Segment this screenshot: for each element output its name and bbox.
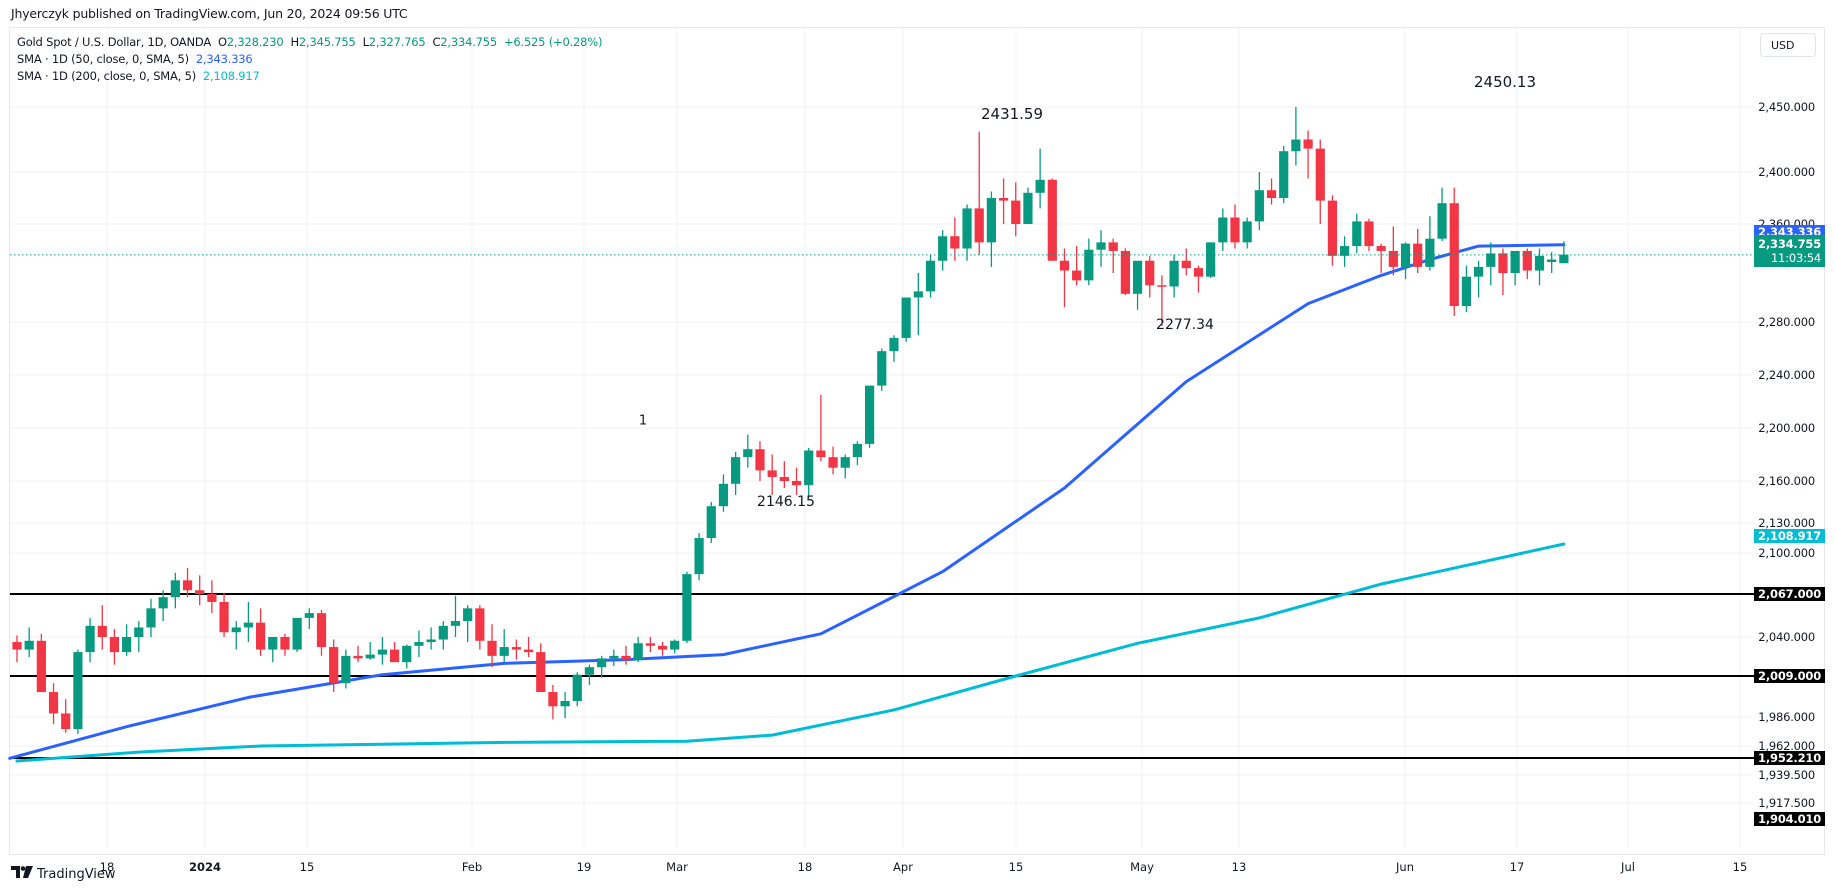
time-tick: Jul: [1621, 860, 1635, 874]
legend-sma200-row[interactable]: SMA · 1D (200, close, 0, SMA, 5) 2,108.9…: [17, 69, 260, 83]
sma200-line: [15, 542, 1566, 763]
sma200-value: 2,108.917: [202, 69, 260, 83]
price-tick: 2,040.000: [1758, 630, 1815, 644]
level-2067-label: 2,067.000: [1754, 587, 1825, 601]
time-tick: 13: [1231, 860, 1247, 874]
annotation-low-2277[interactable]: 2277.34: [1156, 317, 1214, 333]
time-tick: 18: [797, 860, 813, 874]
open-value: 2,328.230: [226, 35, 284, 49]
time-tick: Mar: [666, 860, 688, 874]
legend-sma50-row[interactable]: SMA · 1D (50, close, 0, SMA, 5) 2,343.33…: [17, 52, 253, 66]
time-tick: Jun: [1396, 860, 1414, 874]
time-tick: 18: [99, 860, 115, 874]
price-tick: 2,200.000: [1758, 421, 1815, 435]
sma50-value: 2,343.336: [195, 52, 253, 66]
annotation-high-2431[interactable]: 2431.59: [980, 105, 1044, 123]
price-tick: 2,130.000: [1758, 516, 1815, 530]
price-tick: 1,917.500: [1758, 796, 1815, 810]
low-value: 2,327.765: [368, 35, 426, 49]
tradingview-logo-icon: [11, 866, 33, 882]
time-tick: 15: [1732, 860, 1748, 874]
change-value: +6.525 (+0.28%): [503, 35, 603, 49]
level-1952-label: 1,952.210: [1754, 751, 1825, 765]
price-tick: 1,962.000: [1758, 739, 1815, 753]
time-tick: 2024: [188, 860, 222, 874]
time-tick: Apr: [893, 860, 913, 874]
time-tick: 19: [576, 860, 592, 874]
published-info: Jhyerczyk published on TradingView.com, …: [11, 6, 408, 21]
level-1904-label: 1,904.010: [1754, 812, 1825, 826]
tradingview-brand[interactable]: TradingView: [11, 866, 116, 882]
price-tick: 2,280.000: [1758, 315, 1815, 329]
price-tick: 2,450.000: [1758, 100, 1815, 114]
price-tick: 2,100.000: [1758, 546, 1815, 560]
level-2009-label: 2,009.000: [1754, 669, 1825, 683]
sma200-axis-label: 2,108.917: [1754, 529, 1825, 543]
currency-button[interactable]: USD: [1760, 33, 1816, 57]
symbol-title: Gold Spot / U.S. Dollar, 1D, OANDA: [17, 35, 212, 49]
price-tick: 2,240.000: [1758, 368, 1815, 382]
legend-symbol-row[interactable]: Gold Spot / U.S. Dollar, 1D, OANDA O2,32…: [17, 35, 603, 49]
close-value: 2,334.755: [440, 35, 498, 49]
bar-countdown: 11:03:54: [1770, 251, 1821, 265]
price-tick: 2,400.000: [1758, 165, 1815, 179]
annotation-high-2450[interactable]: 2450.13: [1473, 73, 1537, 91]
last-price-axis-label: 2,334.755 11:03:54: [1754, 235, 1825, 267]
price-tick: 1,986.000: [1758, 710, 1815, 724]
time-tick: 15: [1008, 860, 1024, 874]
price-tick: 2,160.000: [1758, 474, 1815, 488]
time-tick: May: [1130, 860, 1154, 874]
annotation-marker[interactable]: 1: [638, 413, 648, 429]
annotation-low-2146[interactable]: 2146.15: [757, 494, 815, 510]
high-value: 2,345.755: [298, 35, 356, 49]
time-tick: 15: [299, 860, 315, 874]
time-tick: Feb: [461, 860, 483, 874]
time-tick: 17: [1509, 860, 1525, 874]
grid-lines: [10, 28, 1752, 848]
chart-legend: Gold Spot / U.S. Dollar, 1D, OANDA O2,32…: [17, 34, 602, 85]
horizontal-levels[interactable]: [10, 593, 1756, 759]
brand-name: TradingView: [37, 866, 116, 882]
price-tick: 1,939.500: [1758, 768, 1815, 782]
